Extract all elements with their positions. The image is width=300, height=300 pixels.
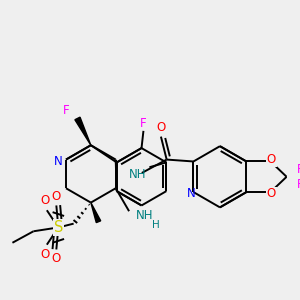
- Text: N: N: [54, 155, 63, 168]
- Text: NH: NH: [136, 208, 153, 221]
- Text: O: O: [267, 153, 276, 166]
- Text: N: N: [187, 187, 196, 200]
- Text: O: O: [267, 188, 276, 200]
- Polygon shape: [75, 117, 91, 145]
- Text: F: F: [297, 163, 300, 176]
- Text: F: F: [140, 117, 147, 130]
- Text: S: S: [54, 220, 63, 235]
- Text: O: O: [156, 121, 166, 134]
- Text: F: F: [63, 104, 69, 117]
- Text: O: O: [52, 252, 61, 265]
- Text: H: H: [152, 220, 160, 230]
- Text: O: O: [40, 194, 50, 207]
- Polygon shape: [91, 202, 101, 223]
- Text: O: O: [40, 248, 50, 261]
- Text: O: O: [52, 190, 61, 203]
- Text: NH: NH: [129, 168, 147, 182]
- Text: F: F: [297, 178, 300, 191]
